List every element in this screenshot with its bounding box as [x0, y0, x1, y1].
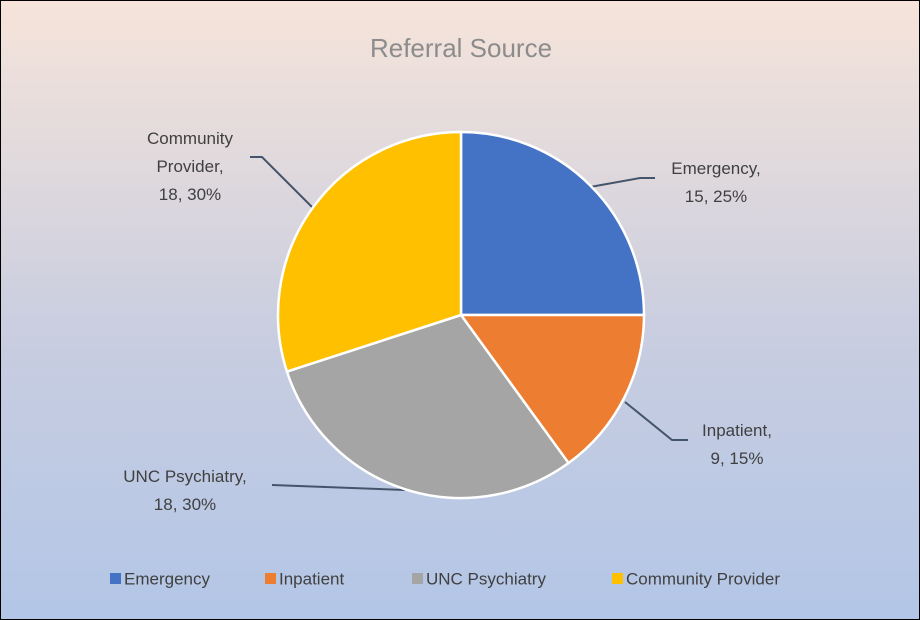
data-label: Community Provider, 18, 30%: [147, 129, 233, 204]
data-label: UNC Psychiatry, 18, 30%: [123, 467, 246, 514]
data-label-line: UNC Psychiatry,: [123, 467, 246, 486]
chart-title: Referral Source: [370, 33, 552, 63]
data-label-line: Provider,: [156, 157, 223, 176]
legend-label: Community Provider: [626, 569, 780, 588]
legend-swatch: [612, 573, 623, 584]
leader-line: [624, 401, 688, 441]
data-label: Emergency, 15, 25%: [671, 159, 760, 206]
pie-slice: [276, 130, 463, 374]
leader-line: [589, 177, 655, 188]
data-label-line: 18, 30%: [159, 185, 221, 204]
legend-swatch: [412, 573, 423, 584]
data-label-line: Inpatient,: [702, 421, 772, 440]
leader-lines: [250, 156, 688, 491]
data-label-line: 15, 25%: [685, 187, 747, 206]
data-label: Inpatient, 9, 15%: [702, 421, 772, 468]
data-label-line: 9, 15%: [711, 449, 764, 468]
leader-line: [271, 484, 406, 491]
legend-label: Inpatient: [279, 569, 344, 588]
pie-slice: [459, 130, 646, 317]
legend-label: UNC Psychiatry: [426, 569, 546, 588]
legend-swatch: [110, 573, 121, 584]
legend-swatch: [265, 573, 276, 584]
legend-label: Emergency: [124, 569, 210, 588]
pie-slice: [285, 313, 571, 500]
data-label-line: Emergency,: [671, 159, 760, 178]
pie-slice: [458, 313, 646, 465]
leader-line: [250, 156, 313, 208]
data-label-line: Community: [147, 129, 233, 148]
data-label-line: 18, 30%: [154, 495, 216, 514]
